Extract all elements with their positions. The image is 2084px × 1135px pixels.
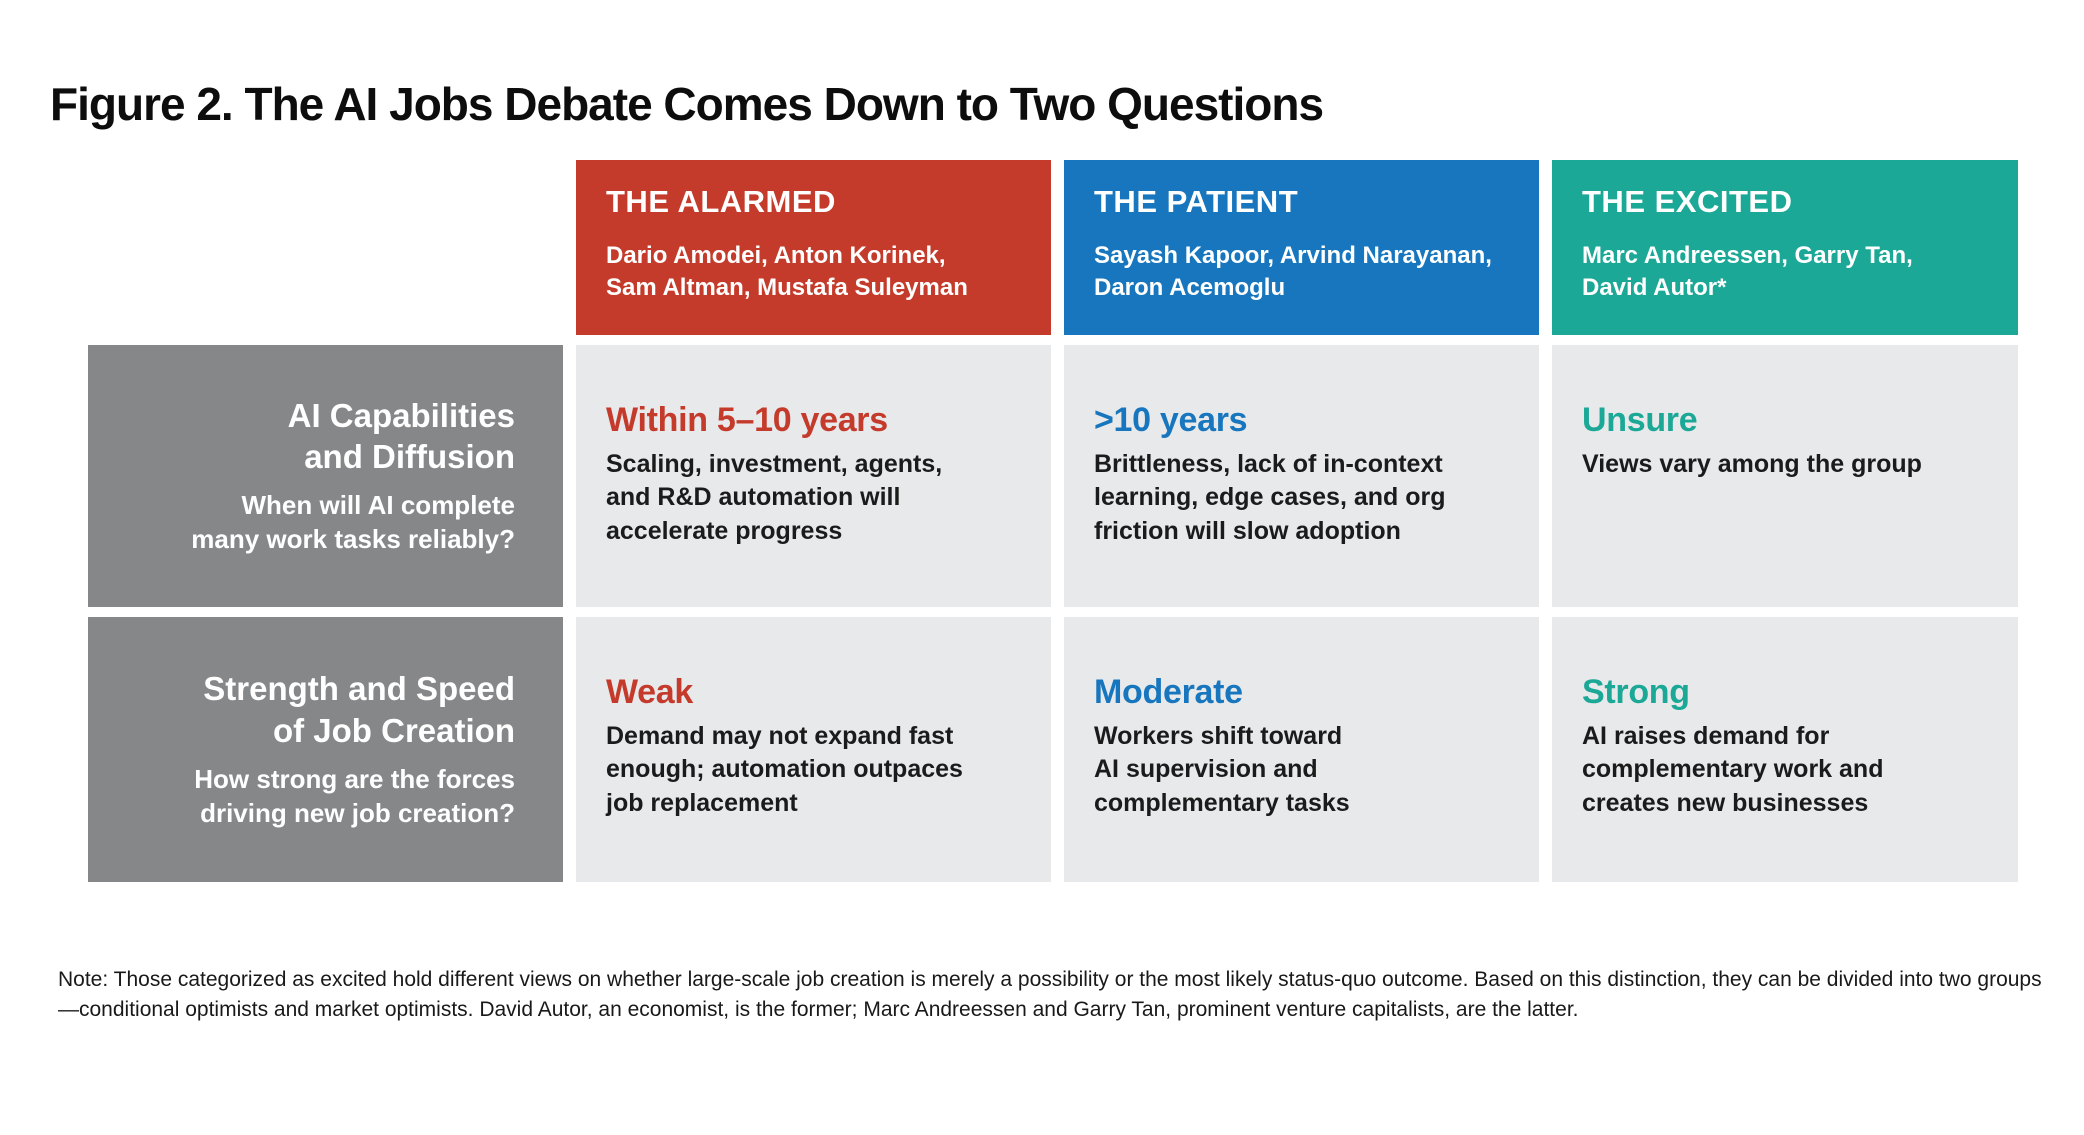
group-members-excited: Marc Andreessen, Garry Tan, David Autor* bbox=[1582, 242, 1913, 302]
group-title-alarmed: THE ALARMED bbox=[606, 184, 836, 219]
detail-job-creation-alarmed: Demand may not expand fast enough; autom… bbox=[606, 722, 963, 817]
verdict-job-creation-excited: Strong bbox=[1582, 673, 1690, 711]
row-label-ai-capabilities: AI Capabilities and Diffusion bbox=[287, 396, 515, 476]
cell-capabilities-alarmed: Within 5–10 years Scaling, investment, a… bbox=[576, 345, 1051, 607]
group-members-alarmed: Dario Amodei, Anton Korinek, Sam Altman,… bbox=[606, 242, 968, 302]
cell-job-creation-patient: Moderate Workers shift toward AI supervi… bbox=[1064, 617, 1539, 882]
group-header-patient: THE PATIENT Sayash Kapoor, Arvind Naraya… bbox=[1064, 160, 1539, 335]
cell-capabilities-excited: Unsure Views vary among the group bbox=[1552, 345, 2018, 607]
detail-job-creation-patient: Workers shift toward AI supervision and … bbox=[1094, 722, 1350, 817]
cell-job-creation-excited: Strong AI raises demand for complementar… bbox=[1552, 617, 2018, 882]
row-header-ai-capabilities: AI Capabilities and Diffusion When will … bbox=[88, 345, 563, 607]
figure-title: Figure 2. The AI Jobs Debate Comes Down … bbox=[50, 77, 1324, 130]
verdict-capabilities-patient: >10 years bbox=[1094, 401, 1248, 439]
detail-capabilities-alarmed: Scaling, investment, agents, and R&D aut… bbox=[606, 450, 943, 545]
group-title-excited: THE EXCITED bbox=[1582, 184, 1793, 219]
verdict-job-creation-alarmed: Weak bbox=[606, 673, 694, 711]
cell-job-creation-alarmed: Weak Demand may not expand fast enough; … bbox=[576, 617, 1051, 882]
verdict-capabilities-excited: Unsure bbox=[1582, 401, 1698, 439]
figure-note: Note: Those categorized as excited hold … bbox=[58, 968, 2042, 1022]
row-label-job-creation: Strength and Speed of Job Creation bbox=[203, 670, 515, 749]
group-header-excited: THE EXCITED Marc Andreessen, Garry Tan, … bbox=[1552, 160, 2018, 335]
matrix-corner-spacer bbox=[88, 160, 563, 335]
row-question-job-creation: How strong are the forces driving new jo… bbox=[194, 763, 515, 828]
detail-capabilities-excited: Views vary among the group bbox=[1582, 450, 1922, 478]
verdict-job-creation-patient: Moderate bbox=[1094, 673, 1243, 711]
cell-capabilities-patient: >10 years Brittleness, lack of in-contex… bbox=[1064, 345, 1539, 607]
group-members-patient: Sayash Kapoor, Arvind Narayanan, Daron A… bbox=[1094, 242, 1492, 302]
comparison-matrix: THE ALARMED Dario Amodei, Anton Korinek,… bbox=[88, 160, 2018, 882]
row-question-ai-capabilities: When will AI complete many work tasks re… bbox=[191, 490, 515, 555]
row-header-job-creation: Strength and Speed of Job Creation How s… bbox=[88, 617, 563, 882]
group-title-patient: THE PATIENT bbox=[1094, 184, 1299, 219]
detail-job-creation-excited: AI raises demand for complementary work … bbox=[1582, 722, 1884, 817]
verdict-capabilities-alarmed: Within 5–10 years bbox=[606, 401, 888, 439]
detail-capabilities-patient: Brittleness, lack of in-context learning… bbox=[1094, 450, 1446, 545]
group-header-alarmed: THE ALARMED Dario Amodei, Anton Korinek,… bbox=[576, 160, 1051, 335]
